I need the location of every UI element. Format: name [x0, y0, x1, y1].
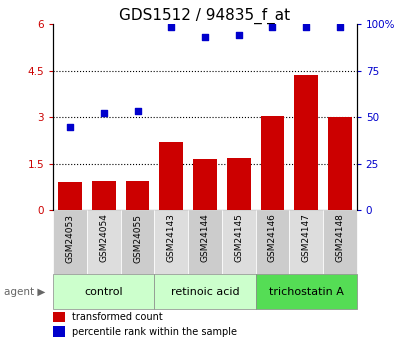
Text: GSM24146: GSM24146 [267, 214, 276, 263]
Bar [53, 326, 65, 337]
Bar [58, 183, 82, 210]
Text: trichostatin A: trichostatin A [268, 287, 343, 297]
Text: GSM24148: GSM24148 [335, 214, 344, 263]
Point [134, 108, 141, 114]
Text: percentile rank within the sample: percentile rank within the sample [71, 327, 236, 337]
Title: GDS1512 / 94835_f_at: GDS1512 / 94835_f_at [119, 8, 290, 24]
Text: GSM24147: GSM24147 [301, 214, 310, 263]
Bar [53, 274, 154, 309]
Bar [294, 75, 317, 210]
Bar [193, 159, 216, 210]
Text: GSM24143: GSM24143 [166, 214, 175, 263]
Text: retinoic acid: retinoic acid [170, 287, 239, 297]
Text: GSM24144: GSM24144 [200, 214, 209, 262]
Text: GSM24145: GSM24145 [234, 214, 243, 263]
Text: transformed count: transformed count [71, 312, 162, 322]
Text: GSM24055: GSM24055 [133, 214, 142, 263]
Bar [53, 312, 65, 322]
Bar [260, 116, 283, 210]
Bar [255, 210, 289, 274]
Point [336, 24, 342, 29]
Bar [92, 181, 115, 210]
Text: GSM24054: GSM24054 [99, 214, 108, 263]
Bar [221, 210, 255, 274]
Point [235, 32, 241, 38]
Bar [120, 210, 154, 274]
Bar [322, 210, 356, 274]
Bar [87, 210, 120, 274]
Bar [188, 210, 221, 274]
Point [67, 124, 73, 129]
Bar [327, 117, 351, 210]
Point [100, 110, 107, 115]
Bar [226, 158, 250, 210]
Bar [289, 210, 322, 274]
Point [268, 24, 275, 29]
Bar [159, 142, 183, 210]
Bar [154, 274, 255, 309]
Bar [255, 274, 356, 309]
Bar [126, 181, 149, 210]
Text: agent ▶: agent ▶ [4, 287, 45, 297]
Bar [154, 210, 188, 274]
Point [302, 24, 309, 29]
Text: control: control [84, 287, 123, 297]
Point [201, 34, 208, 39]
Bar [53, 210, 87, 274]
Point [168, 24, 174, 29]
Text: GSM24053: GSM24053 [65, 214, 74, 263]
